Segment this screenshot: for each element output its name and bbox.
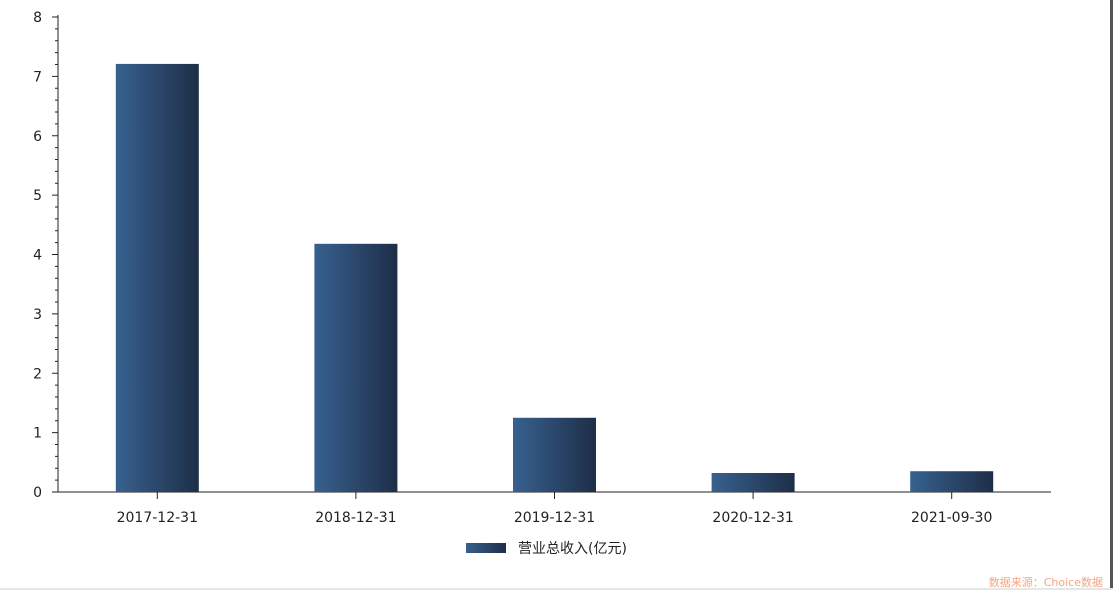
legend-swatch xyxy=(466,543,506,553)
bottom-border xyxy=(0,588,1113,590)
x-tick-label: 2018-12-31 xyxy=(315,510,396,526)
y-tick-label: 1 xyxy=(33,426,42,442)
y-tick-label: 7 xyxy=(33,69,42,85)
bar xyxy=(513,417,596,492)
source-note: 数据来源：Choice数据 xyxy=(989,575,1103,589)
y-tick-label: 8 xyxy=(33,10,42,26)
y-tick-label: 6 xyxy=(33,129,42,145)
x-tick-label: 2019-12-31 xyxy=(514,510,595,526)
window-edge xyxy=(1110,0,1113,590)
x-tick-label: 2021-09-30 xyxy=(911,510,992,526)
x-tick-label: 2020-12-31 xyxy=(712,510,793,526)
legend-label: 营业总收入(亿元) xyxy=(518,541,627,557)
x-tick-label: 2017-12-31 xyxy=(117,510,198,526)
y-tick-label: 4 xyxy=(33,248,42,264)
bar xyxy=(711,473,795,492)
y-tick-label: 3 xyxy=(33,307,42,323)
bar xyxy=(314,243,398,492)
y-tick-label: 2 xyxy=(33,366,42,382)
bar xyxy=(910,471,994,492)
y-tick-label: 5 xyxy=(33,188,42,204)
y-tick-label: 0 xyxy=(33,485,42,501)
bar xyxy=(115,63,199,492)
